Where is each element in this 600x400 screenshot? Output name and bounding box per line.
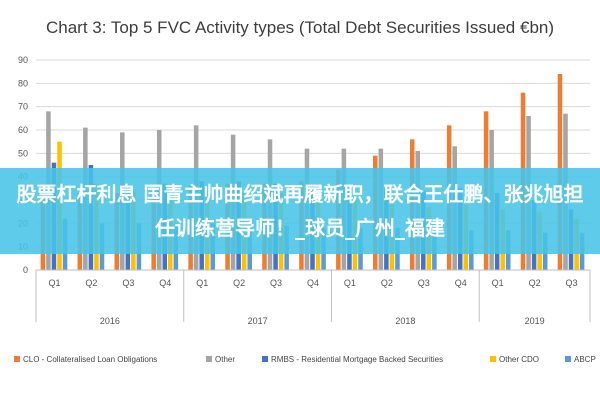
x-tick-label: Q3 [418, 278, 430, 288]
overlay-banner-text: 股票杠杆利息 国青主帅曲绍斌再履新职，联合王仕鹏、张兆旭担任训练营导师！_球员_… [16, 182, 584, 240]
legend-label: Other CDO [499, 355, 539, 364]
legend-swatch [262, 356, 268, 362]
legend-swatch [206, 356, 212, 362]
x-tick-label: Q4 [307, 278, 319, 288]
x-tick-label: Q4 [159, 278, 171, 288]
x-tick-label: Q1 [492, 278, 504, 288]
x-axis-ticks: Q1 Q2 Q3 Q4 Q1 Q2 Q3 Q4 Q1 Q2 Q3 Q4 Q1 Q2 Q3 2016 2017 20… [35, 269, 591, 326]
x-tick-label: Q3 [566, 278, 578, 288]
x-tick-label: Q3 [122, 278, 134, 288]
legend: CLO - Collateralised Loan Obligations Oth… [14, 355, 596, 364]
x-tick-label: Q3 [270, 278, 282, 288]
y-tick-label: 70 [18, 102, 28, 112]
x-tick-label: Q2 [85, 278, 97, 288]
overlay-banner[interactable]: 股票杠杆利息 国青主帅曲绍斌再履新职，联合王仕鹏、张兆旭担任训练营导师！_球员_… [0, 168, 600, 254]
x-tick-label: Q1 [196, 278, 208, 288]
x-tick-label: Q1 [344, 278, 356, 288]
y-tick-label: 50 [18, 148, 28, 158]
year-label: 2017 [248, 316, 268, 326]
year-label: 2016 [100, 316, 120, 326]
legend-swatch [490, 356, 496, 362]
y-tick-label: 80 [18, 78, 28, 88]
legend-label: Other [215, 355, 235, 364]
legend-label: ABCP [574, 355, 596, 364]
y-tick-label: 60 [18, 125, 28, 135]
x-tick-label: Q1 [48, 278, 60, 288]
legend-label: CLO - Collateralised Loan Obligations [23, 355, 157, 364]
legend-label: RMBS - Residential Mortgage Backed Secur… [271, 355, 443, 364]
legend-swatch [14, 356, 20, 362]
x-tick-label: Q2 [233, 278, 245, 288]
year-label: 2018 [395, 316, 415, 326]
year-label: 2019 [525, 316, 545, 326]
chart-title: Chart 3: Top 5 FVC Activity types (Total… [46, 18, 554, 37]
legend-swatch [565, 356, 571, 362]
y-tick-label: 0 [23, 265, 28, 275]
x-tick-label: Q2 [381, 278, 393, 288]
x-tick-label: Q4 [455, 278, 467, 288]
x-tick-label: Q2 [529, 278, 541, 288]
y-tick-label: 90 [18, 55, 28, 65]
